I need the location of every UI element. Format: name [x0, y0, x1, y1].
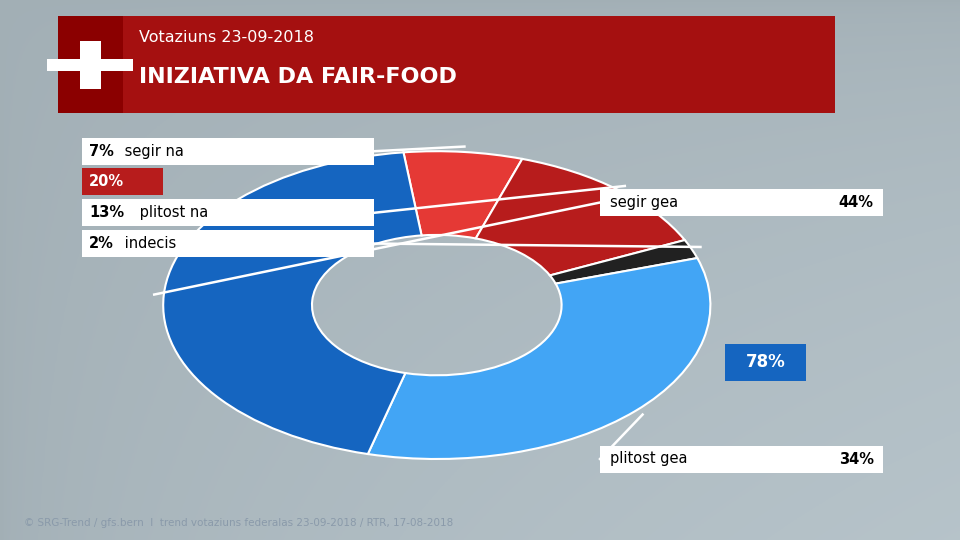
Bar	[58, 16, 835, 113]
Bar	[58, 16, 123, 113]
Wedge shape	[550, 240, 697, 284]
Text: segir gea: segir gea	[610, 195, 683, 210]
Bar	[82, 138, 374, 165]
Bar	[82, 168, 163, 195]
Text: © SRG-Trend / gfs.bern  I  trend votaziuns federalas 23-09-2018 / RTR, 17-08-201: © SRG-Trend / gfs.bern I trend votaziuns…	[24, 518, 453, 528]
Text: 13%: 13%	[89, 205, 125, 220]
Wedge shape	[163, 152, 421, 454]
Bar	[82, 199, 374, 226]
Bar	[82, 230, 374, 257]
Text: Votaziuns 23-09-2018: Votaziuns 23-09-2018	[139, 30, 314, 45]
Text: INIZIATIVA DA FAIR-FOOD: INIZIATIVA DA FAIR-FOOD	[139, 66, 457, 87]
Text: indecis: indecis	[120, 236, 177, 251]
Wedge shape	[476, 159, 684, 275]
Text: 78%: 78%	[746, 353, 785, 372]
Bar	[600, 189, 883, 216]
Text: 20%: 20%	[89, 174, 125, 190]
Wedge shape	[403, 151, 522, 239]
Text: plitost gea: plitost gea	[610, 451, 692, 467]
Bar	[47, 59, 133, 71]
Text: plitost na: plitost na	[135, 205, 208, 220]
Bar	[80, 40, 101, 89]
Text: segir na: segir na	[120, 144, 184, 159]
Text: 2%: 2%	[89, 236, 114, 251]
Wedge shape	[368, 258, 710, 459]
Bar	[600, 446, 883, 472]
Bar	[725, 344, 806, 381]
Text: 44%: 44%	[839, 195, 874, 210]
Text: 34%: 34%	[839, 451, 874, 467]
Text: 7%: 7%	[89, 144, 114, 159]
